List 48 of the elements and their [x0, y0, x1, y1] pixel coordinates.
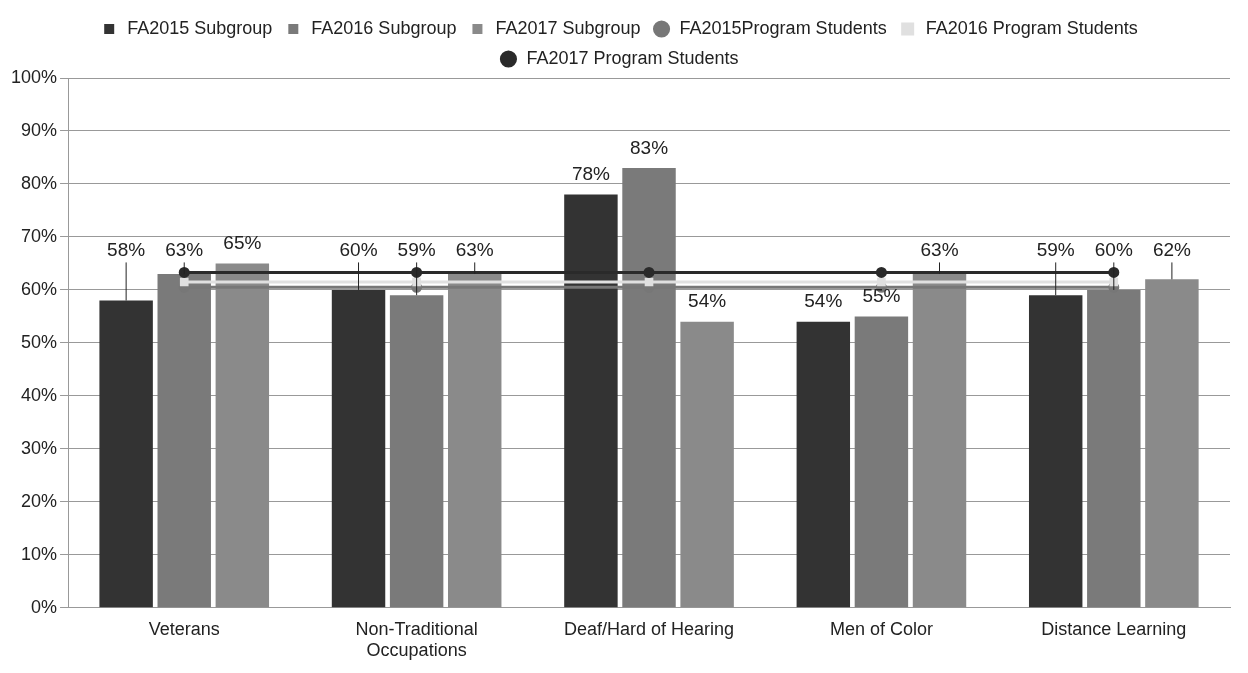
y-tick-label: 60% — [21, 278, 58, 299]
bar — [796, 321, 851, 608]
data-label: 59% — [397, 239, 436, 261]
y-tick-label: 70% — [21, 225, 58, 246]
data-label: 54% — [688, 290, 727, 312]
bar — [680, 321, 734, 608]
bar — [215, 263, 270, 608]
x-tick-label: Deaf/Hard of Hearing — [563, 618, 735, 639]
y-tick-label: 50% — [21, 331, 58, 352]
data-label: 60% — [339, 239, 378, 261]
y-tick-label: 40% — [21, 384, 58, 405]
x-tick-label: Veterans — [148, 618, 220, 639]
y-tick-label: 10% — [21, 543, 58, 564]
x-tick-label: Distance Learning — [1041, 618, 1187, 639]
data-label: 60% — [1094, 239, 1133, 261]
data-label: 55% — [862, 285, 901, 307]
bar — [448, 274, 502, 608]
bar — [1145, 279, 1199, 608]
data-label: 59% — [1036, 239, 1075, 261]
data-label: 78% — [571, 163, 611, 185]
y-tick-label: 90% — [21, 119, 58, 140]
y-tick-label: 80% — [21, 172, 58, 193]
bar — [912, 274, 967, 608]
legend-label: FA2017 Program Students — [526, 47, 739, 68]
data-label: 54% — [804, 290, 843, 312]
legend-label: FA2017 Subgroup — [495, 17, 641, 38]
legend-label: FA2015Program Students — [679, 17, 887, 38]
bar — [99, 300, 153, 608]
legend-label: FA2015 Subgroup — [127, 17, 273, 38]
data-label: 63% — [920, 239, 959, 261]
y-tick-label: 100% — [10, 66, 58, 87]
bar — [1028, 295, 1083, 608]
data-label: 83% — [630, 136, 669, 158]
bar — [854, 316, 909, 608]
x-tick-label: Non-Traditional Occupations — [355, 618, 478, 661]
data-label: 63% — [455, 239, 494, 261]
legend-label: FA2016 Subgroup — [311, 17, 457, 38]
data-label: 65% — [223, 232, 262, 254]
bar — [331, 289, 386, 608]
bar — [389, 295, 444, 608]
legend-label: FA2016 Program Students — [925, 17, 1138, 38]
y-tick-label: 30% — [21, 437, 58, 458]
data-label: 62% — [1152, 239, 1192, 261]
data-label: 63% — [165, 239, 204, 261]
x-tick-label: Men of Color — [829, 618, 933, 639]
y-tick-label: 20% — [21, 490, 58, 511]
data-label: 58% — [107, 239, 146, 261]
y-tick-label: 0% — [31, 596, 58, 617]
